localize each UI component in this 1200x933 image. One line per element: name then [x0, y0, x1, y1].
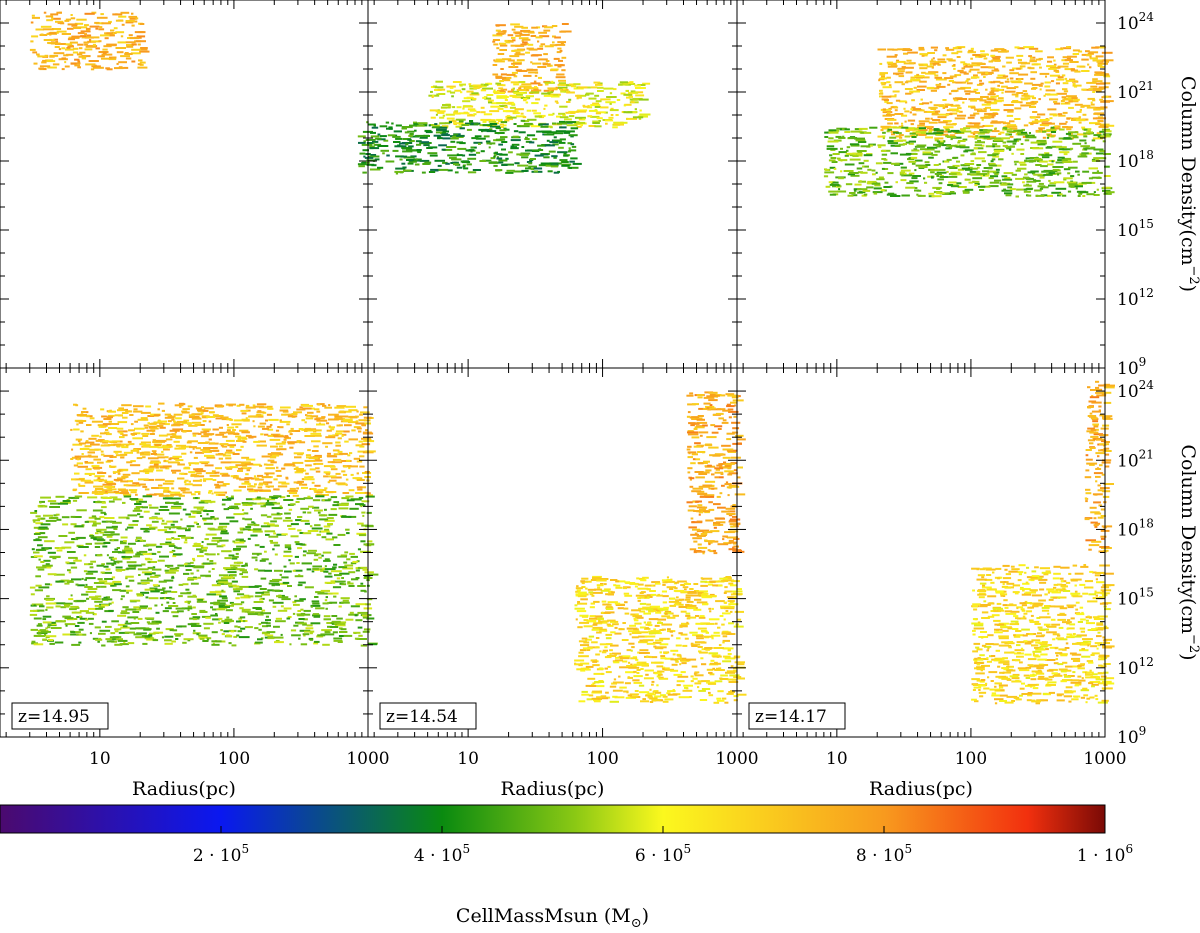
redshift-label-bottom-left: z=14.95 — [11, 702, 109, 730]
redshift-label-bottom-right: z=14.17 — [748, 702, 846, 730]
y-tick-label: 109 — [1117, 355, 1146, 379]
y-tick-label: 1021 — [1117, 447, 1154, 471]
data-region-bottom-right-1 — [971, 564, 1115, 705]
x-axis-title: Radius(pc) — [501, 778, 605, 800]
data-region-top-left-0 — [29, 11, 150, 71]
y-tick-label: 1012 — [1117, 655, 1154, 679]
data-region-top-right-0 — [877, 46, 1115, 140]
x-tick-label: 10 — [89, 749, 111, 769]
x-ticks-top-left — [5, 0, 369, 368]
x-tick-label: 10 — [457, 749, 479, 769]
colorbar-tick-label: 2 · 105 — [193, 842, 249, 866]
y-ticks-top-right — [737, 0, 1105, 369]
y-ticks-bottom-right — [737, 367, 1105, 738]
panel-frame-top-middle — [367, 0, 738, 369]
y-tick-label: 1021 — [1117, 79, 1154, 103]
x-tick-label: 10 — [826, 749, 848, 769]
panel-bottom-right: z=14.17 10 100 1000 Radius(pc) 109 1012 1015 101… — [736, 367, 1200, 800]
redshift-text: z=14.95 — [18, 707, 90, 727]
x-tick-label: 100 — [955, 749, 987, 769]
redshift-text: z=14.17 — [755, 707, 827, 727]
y-tick-labels-1: 109 1012 1015 1018 1021 1024 — [1117, 378, 1154, 748]
y-ticks-top-middle — [368, 0, 737, 369]
panel-top-right: 109 1012 1015 1018 1021 1024 Column Density(cm… — [736, 0, 1200, 379]
panel-bottom-middle: z=14.54 10 100 1000 Radius(pc) — [367, 367, 759, 800]
y-tick-label: 1018 — [1117, 516, 1154, 540]
colorbar-tick-label: 6 · 105 — [635, 842, 691, 866]
colorbar: 2 · 105 4 · 105 6 · 105 8 · 105 1 · 106 CellM… — [0, 804, 1133, 931]
data-region-bottom-middle-0 — [686, 391, 746, 555]
x-axis-title: Radius(pc) — [132, 778, 236, 800]
x-tick-label: 100 — [218, 749, 250, 769]
panel-top-left — [0, 0, 369, 369]
data-region-bottom-middle-1 — [574, 575, 747, 704]
x-ticks-top-right — [742, 0, 1106, 368]
x-ticks-top-middle — [373, 0, 738, 368]
y-tick-label: 109 — [1117, 724, 1146, 748]
data-region-bottom-left-1 — [29, 495, 379, 647]
panel-top-middle — [357, 0, 738, 369]
data-region-top-middle-1 — [428, 80, 651, 129]
redshift-box — [748, 702, 846, 730]
y-tick-label: 1012 — [1117, 286, 1154, 310]
y-tick-label: 1015 — [1117, 586, 1154, 610]
data-region-bottom-left-0 — [70, 402, 376, 497]
colorbar-title: CellMassMsun (M⊙) — [456, 905, 649, 931]
redshift-box — [11, 702, 109, 730]
y-tick-labels-0: 109 1012 1015 1018 1021 1024 — [1117, 10, 1154, 379]
colorbar-tick-label: 8 · 105 — [856, 842, 912, 866]
y-tick-label: 1015 — [1117, 217, 1154, 241]
colorbar-gradient — [0, 804, 1106, 834]
data-region-top-right-1 — [823, 126, 1115, 198]
y-tick-label: 1018 — [1117, 148, 1154, 172]
y-axis-title: Column Density(cm−2) — [1177, 76, 1200, 292]
colorbar-tick-label: 1 · 106 — [1077, 842, 1133, 866]
x-ticks-bottom-left — [5, 368, 369, 737]
y-ticks-bottom-middle — [368, 367, 737, 738]
redshift-label-bottom-middle: z=14.54 — [379, 702, 477, 730]
x-tick-label: 1000 — [346, 749, 389, 769]
panel-bottom-left: z=14.95 10 100 1000 Radius(pc) — [0, 367, 390, 800]
redshift-box — [379, 702, 477, 730]
data-region-top-middle-2 — [357, 119, 582, 175]
x-tick-label: 1000 — [1083, 749, 1126, 769]
y-tick-label: 1024 — [1117, 378, 1154, 402]
redshift-text: z=14.54 — [386, 707, 458, 727]
colorbar-tick-label: 4 · 105 — [414, 842, 470, 866]
y-tick-label: 1024 — [1117, 10, 1154, 34]
x-axis-title: Radius(pc) — [869, 778, 973, 800]
y-ticks-bottom-left — [0, 367, 368, 738]
x-ticks-bottom-right — [742, 368, 1106, 737]
x-tick-label: 1000 — [715, 749, 758, 769]
data-region-bottom-right-0 — [1084, 380, 1115, 553]
x-tick-label: 100 — [586, 749, 618, 769]
y-axis-title: Column Density(cm−2) — [1177, 444, 1200, 660]
y-ticks-top-left — [0, 0, 368, 369]
